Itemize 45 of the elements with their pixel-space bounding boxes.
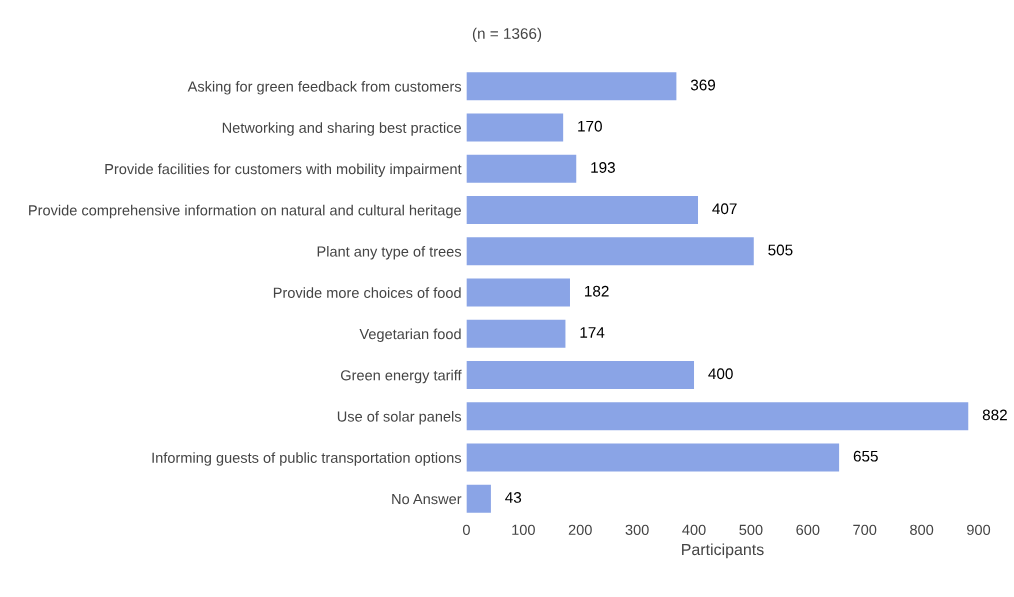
x-tick-label: 400 — [682, 524, 706, 535]
bar — [466, 154, 577, 183]
data-label: 882 — [982, 409, 1007, 421]
y-tick-label: Informing guests of public transportation options — [152, 452, 462, 466]
bar — [466, 484, 491, 513]
y-tick-label: Provide comprehensive information on natural and cultural heritage — [29, 204, 461, 219]
y-tick-label: Use of solar panels — [337, 410, 462, 425]
bar — [466, 113, 564, 142]
x-tick-label: 600 — [796, 524, 820, 535]
data-label: 193 — [591, 162, 615, 173]
x-tick-label: 900 — [967, 524, 991, 535]
y-tick-label: Provide facilities for customers with mobility impairment — [105, 163, 462, 178]
data-label: 170 — [578, 120, 602, 132]
x-tick-label: 300 — [625, 524, 649, 535]
data-label: 369 — [690, 79, 716, 91]
bar — [466, 237, 754, 266]
x-tick-label: 700 — [853, 524, 877, 535]
y-tick-label: Green energy tariff — [340, 369, 462, 384]
data-label: 174 — [580, 327, 605, 338]
x-tick-label: 800 — [910, 524, 934, 535]
x-tick-label: 0 — [462, 524, 470, 535]
chart-title: (n = 1366) — [472, 27, 542, 42]
y-tick-label: No Answer — [392, 494, 462, 505]
y-tick-label: Vegetarian food — [359, 328, 461, 343]
data-label: 655 — [853, 450, 878, 462]
y-tick-label: Asking for green feedback from customers — [187, 81, 462, 95]
bar — [466, 278, 570, 307]
y-tick-label: Plant any type of trees — [317, 246, 462, 260]
y-tick-label: Provide more choices of food — [273, 287, 461, 298]
bar — [466, 402, 969, 431]
x-tick-label: 100 — [512, 524, 535, 535]
data-label: 400 — [708, 368, 733, 380]
y-tick-label: Networking and sharing best practice — [222, 122, 461, 136]
bar — [466, 361, 695, 390]
data-label: 182 — [585, 285, 609, 297]
x-tick-label: 500 — [739, 524, 763, 535]
bar — [466, 319, 566, 348]
bar — [466, 72, 677, 101]
x-axis-title: Participants — [682, 543, 764, 559]
data-label: 43 — [505, 492, 522, 503]
bar — [466, 443, 840, 472]
bar — [466, 196, 699, 225]
data-label: 407 — [712, 203, 737, 215]
x-tick-label: 200 — [568, 524, 592, 535]
data-label: 505 — [768, 244, 793, 256]
